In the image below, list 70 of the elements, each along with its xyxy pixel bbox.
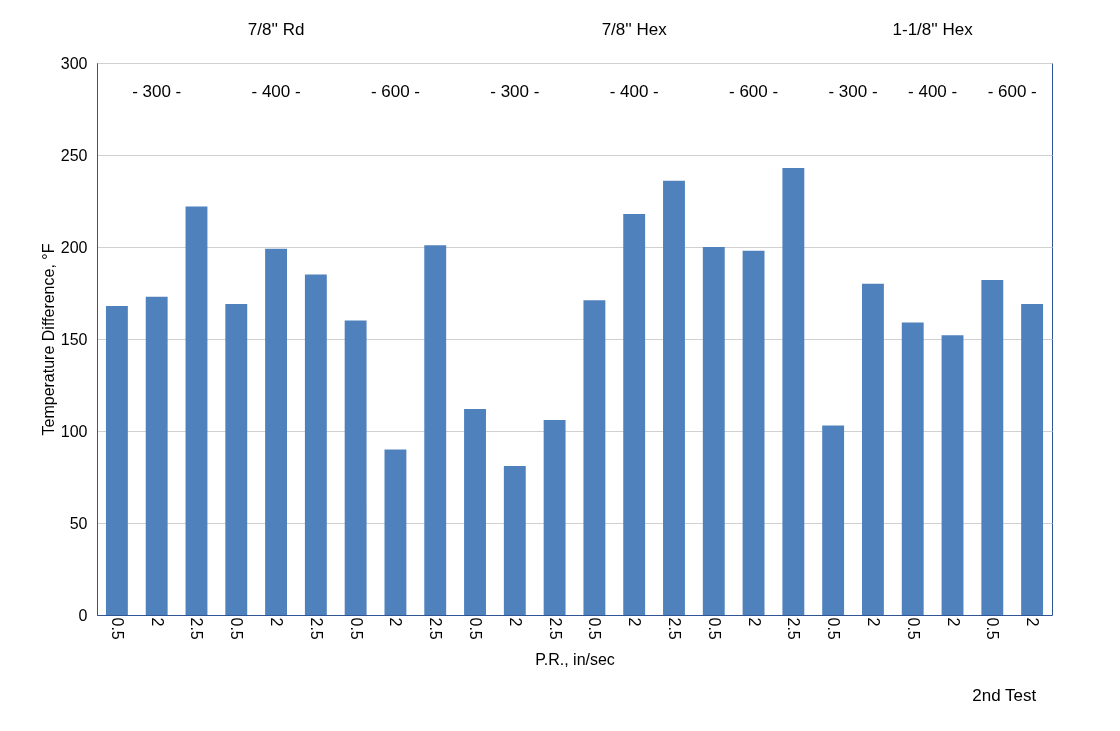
annotation: - 300 - — [490, 82, 540, 102]
bar — [742, 250, 765, 615]
bar — [981, 280, 1004, 615]
bar — [901, 322, 924, 615]
y-tick-label: 150 — [60, 330, 88, 348]
bar — [941, 335, 964, 615]
x-tick-label: 0.5 — [108, 617, 126, 640]
bar — [185, 206, 208, 615]
x-tick-label: 0.5 — [347, 617, 365, 640]
annotation: - 300 - — [828, 82, 878, 102]
annotation: - 600 - — [728, 82, 779, 102]
annotation: - 600 - — [987, 82, 1037, 102]
bar — [265, 248, 288, 615]
bar — [822, 425, 845, 615]
x-tick-label: 2.5 — [427, 617, 445, 640]
x-tick-label: 0.5 — [586, 617, 604, 640]
y-axis-title: Temperature Difference, °F — [39, 243, 57, 436]
bar — [702, 247, 725, 615]
y-tick-label: 300 — [60, 54, 88, 72]
x-tick-label: 2 — [148, 617, 166, 627]
x-tick-label: 2.5 — [307, 617, 325, 640]
y-tick-label: 200 — [60, 238, 88, 256]
bar — [105, 305, 128, 615]
x-tick-label: 2.5 — [785, 617, 803, 640]
text: 7/8'' Hex — [601, 19, 668, 39]
bar — [543, 419, 566, 615]
y-tick-label: 100 — [60, 422, 88, 440]
annotation: - 300 - — [132, 82, 182, 102]
text: 7/8'' Rd — [247, 19, 305, 39]
bar — [583, 300, 606, 615]
text: 1-1/8'' Hex — [892, 19, 974, 39]
annotation: - 400 - — [908, 82, 958, 102]
bar — [424, 245, 447, 615]
y-tick-label: 250 — [60, 146, 88, 164]
bar — [1021, 304, 1044, 615]
text: 2nd Test — [972, 685, 1037, 705]
bar — [464, 408, 486, 615]
bar — [344, 320, 367, 615]
y-tick-label: 0 — [78, 606, 88, 624]
x-tick-label: 0.5 — [984, 617, 1002, 640]
y-tick-label: 50 — [69, 514, 88, 532]
bar — [384, 449, 407, 615]
x-tick-label: 0.5 — [825, 617, 843, 640]
bar — [304, 274, 327, 615]
x-tick-label: 0.5 — [705, 617, 723, 640]
x-tick-label: 0.5 — [228, 617, 246, 640]
bar — [782, 167, 805, 615]
bar — [225, 304, 248, 615]
x-tick-label: 2 — [626, 617, 644, 627]
x-axis-title: P.R., in/sec — [535, 650, 615, 668]
x-tick-label: 2 — [506, 617, 524, 627]
x-tick-label: 2 — [864, 617, 882, 627]
x-tick-label: 2.5 — [665, 617, 683, 640]
x-tick-label: 2 — [944, 617, 962, 627]
bar — [503, 465, 526, 615]
x-tick-label: 2.5 — [188, 617, 206, 640]
annotation: - 600 - — [370, 82, 421, 102]
x-tick-label: 2.5 — [546, 617, 564, 640]
x-tick-label: 0.5 — [467, 617, 485, 640]
bar — [663, 180, 685, 615]
x-tick-label: 2 — [1024, 617, 1042, 627]
bar — [623, 213, 646, 615]
bar — [861, 283, 884, 615]
x-tick-label: 2 — [268, 617, 286, 627]
x-tick-label: 0.5 — [904, 617, 922, 640]
x-tick-label: 2 — [745, 617, 763, 627]
annotation: - 400 - — [251, 82, 301, 102]
bar — [145, 296, 168, 615]
x-tick-label: 2 — [387, 617, 405, 627]
annotation: - 400 - — [609, 82, 659, 102]
